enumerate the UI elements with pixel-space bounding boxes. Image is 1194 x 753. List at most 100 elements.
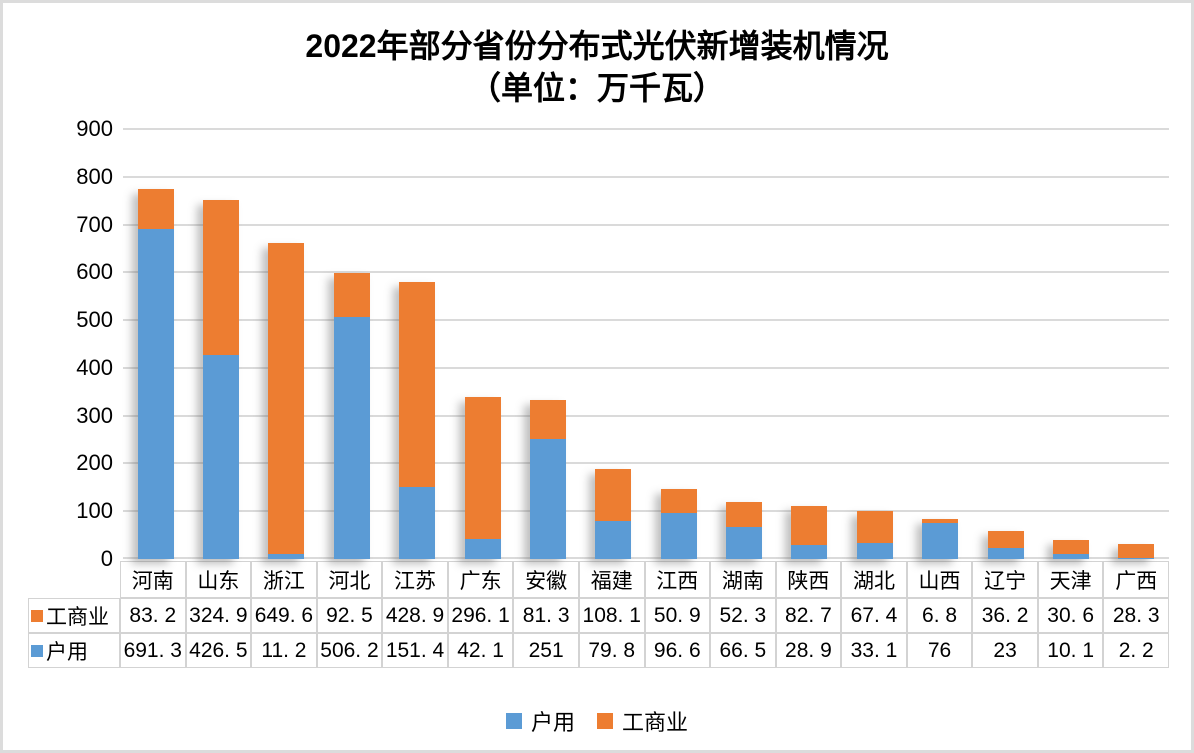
bar-slot-福建 [581,129,646,559]
table-value-cell: 36. 2 [972,598,1038,633]
bar-segment-工商业 [137,188,174,229]
bar-segment-工商业 [791,505,828,546]
table-value-cell: 76 [906,633,973,668]
bar-slot-江西 [646,129,711,559]
series-swatch-icon [31,609,43,622]
bar-segment-户用 [856,543,893,559]
y-axis-tick-label: 100 [76,498,113,524]
bar-segment-户用 [464,538,501,559]
legend-item-commercial: 工商业 [597,705,688,737]
bar-stack [399,281,436,559]
y-axis-tick-label: 0 [100,546,113,571]
series-name: 户用 [46,640,88,664]
series-name: 工商业 [46,605,109,629]
bar-stack [1118,544,1155,559]
table-header-广西: 广西 [1103,561,1169,598]
bar-stack [203,200,240,559]
table-value-cell: 691. 3 [120,633,186,668]
bar-slot-广东 [450,129,515,559]
bar-stack [987,530,1024,559]
legend-label-residential: 户用 [530,710,575,735]
bar-slot-浙江 [254,129,319,559]
bar-slot-广西 [1104,129,1169,559]
bar-segment-户用 [333,317,370,559]
y-axis-tick-label: 300 [76,402,113,428]
bar-segment-工商业 [333,272,370,318]
bar-slot-湖北 [842,129,907,559]
table-header-河北: 河北 [316,561,383,598]
bar-segment-户用 [529,439,566,559]
gridline [123,367,1169,369]
table-header-天津: 天津 [1037,561,1104,598]
table-value-cell: 96. 6 [644,633,711,668]
y-axis-tick-label: 200 [76,450,113,476]
table-header-山西: 山西 [906,561,973,598]
bar-segment-户用 [137,228,174,559]
table-value-cell: 79. 8 [578,633,645,668]
gridline [123,128,1169,130]
bar-stack [464,397,501,559]
y-axis-tick-label: 700 [76,211,113,237]
bar-stack [333,272,370,559]
table-header-江西: 江西 [644,561,711,598]
bar-segment-工商业 [987,530,1024,549]
table-corner-cell [28,561,120,598]
y-axis-tick-label: 600 [76,259,113,285]
bar-slot-天津 [1038,129,1103,559]
table-header-陕西: 陕西 [775,561,842,598]
table-header-安徽: 安徽 [513,561,579,598]
table-value-cell: 66. 5 [710,633,776,668]
bar-slot-湖南 [711,129,776,559]
y-axis-tick-label: 500 [76,307,113,333]
table-value-cell: 10. 1 [1037,633,1104,668]
commercial-swatch-icon [597,713,613,729]
bar-stack [529,400,566,559]
bar-segment-工商业 [595,469,632,521]
bar-segment-户用 [726,527,763,559]
bar-segment-工商业 [1052,539,1089,555]
chart-subtitle: （单位：万千瓦） [468,70,725,106]
table-header-浙江: 浙江 [251,561,317,598]
bar-segment-户用 [203,355,240,559]
table-value-cell: 649. 6 [251,598,317,633]
bar-segment-户用 [791,545,828,559]
gridline [123,462,1169,464]
table-header-辽宁: 辽宁 [972,561,1038,598]
bar-segment-户用 [399,486,436,559]
table-value-cell: 108. 1 [578,598,645,633]
table-value-cell: 11. 2 [251,633,317,668]
table-value-cell: 92. 5 [316,598,383,633]
table-value-cell: 42. 1 [447,633,514,668]
table-value-cell: 426. 5 [185,633,252,668]
table-header-江苏: 江苏 [382,561,448,598]
bar-segment-工商业 [203,200,240,356]
bar-segment-工商业 [922,519,959,523]
bar-segment-户用 [1052,554,1089,559]
table-row-header-户用: 户用 [28,633,120,668]
table-value-cell: 2. 2 [1103,633,1169,668]
bar-slot-山东 [188,129,253,559]
bar-stack [595,469,632,559]
plot-area [123,128,1169,559]
gridline [123,271,1169,273]
table-value-cell: 324. 9 [185,598,252,633]
bar-segment-工商业 [464,397,501,539]
gridline [123,319,1169,321]
bar-stack [726,502,763,559]
data-table: 河南 山东 浙江 河北 江苏 广东 安徽 福建 江西 湖南 陕西 湖北 山西 辽宁 天津 广西 工商业 83. 2… [28,561,1169,668]
table-header-福建: 福建 [578,561,645,598]
title-block: 2022年部分省份分布式光伏新增装机情况 （单位：万千瓦） [3,25,1191,109]
table-value-cell: 28. 3 [1103,598,1169,633]
bar-slot-陕西 [777,129,842,559]
table-value-cell: 428. 9 [382,598,448,633]
y-axis-tick-label: 900 [76,116,113,141]
table-value-cell: 52. 3 [710,598,776,633]
legend-label-commercial: 工商业 [622,710,689,735]
table-value-cell: 151. 4 [382,633,448,668]
y-axis-tick-label: 800 [76,163,113,189]
table-value-cell: 296. 1 [447,598,514,633]
table-value-cell: 82. 7 [775,598,842,633]
bar-stack [1052,539,1089,559]
chart-legend: 户用 工商业 [3,705,1191,737]
table-header-湖南: 湖南 [710,561,776,598]
